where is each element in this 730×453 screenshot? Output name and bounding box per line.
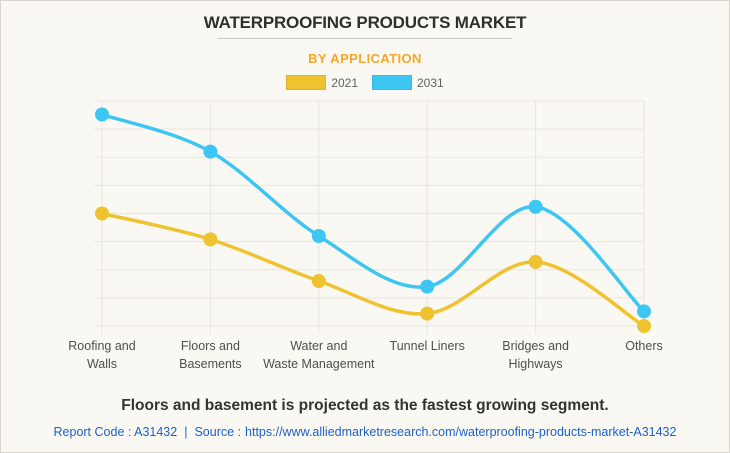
title-divider bbox=[217, 38, 513, 39]
series-2021-point-1 bbox=[203, 232, 218, 247]
x-axis-label: Waste Management bbox=[263, 357, 375, 371]
summary-text: Floors and basement is projected as the … bbox=[121, 397, 609, 414]
series-2031-point-2 bbox=[311, 229, 326, 243]
report-line: Report Code : A31432 | Source : https://www… bbox=[1, 425, 729, 439]
report-code: Report Code : A31432 bbox=[53, 425, 178, 439]
series-2021-point-5 bbox=[637, 319, 651, 333]
legend-item-2031: 2031 bbox=[372, 75, 444, 90]
x-axis-label: Highways bbox=[509, 357, 563, 371]
series-2031-point-4 bbox=[528, 199, 543, 214]
series-2031-point-3 bbox=[420, 279, 435, 294]
x-axis-label: Tunnel Liners bbox=[390, 339, 465, 353]
x-axis-label: Floors and bbox=[181, 339, 240, 353]
source-label: Source : bbox=[194, 425, 242, 439]
series-2021-point-3 bbox=[420, 306, 435, 321]
page-title: WATERPROOFING PRODUCTS MARKET bbox=[203, 13, 527, 32]
legend-label-2031: 2031 bbox=[417, 75, 444, 90]
series-2021-point-0 bbox=[95, 206, 109, 221]
source-url-link[interactable]: https://www.alliedmarketresearch.com/wat… bbox=[245, 425, 677, 439]
x-axis-label: Others bbox=[625, 339, 663, 353]
series-2021-point-4 bbox=[528, 254, 543, 269]
separator: | bbox=[184, 425, 188, 439]
series-2031-point-5 bbox=[637, 304, 651, 319]
x-axis-label: Water and bbox=[290, 339, 347, 353]
series-2021-line bbox=[100, 211, 646, 328]
legend-label-2021: 2021 bbox=[331, 75, 358, 90]
legend-item-2021: 2021 bbox=[286, 75, 358, 90]
chart-subtitle: BY APPLICATION bbox=[308, 51, 422, 66]
legend: 2021 2031 bbox=[1, 75, 729, 90]
legend-swatch-2031 bbox=[372, 75, 412, 90]
series-2021-point-2 bbox=[311, 274, 326, 288]
legend-swatch-2021 bbox=[286, 75, 327, 90]
x-axis-label: Roofing and bbox=[68, 339, 135, 353]
x-axis-label: Walls bbox=[87, 357, 117, 371]
x-axis-label: Basements bbox=[179, 357, 242, 371]
series-2031-point-0 bbox=[95, 107, 109, 122]
x-axis-label: Bridges and bbox=[502, 339, 569, 353]
series-2031-point-1 bbox=[203, 144, 218, 159]
series-2031-line bbox=[100, 112, 646, 314]
